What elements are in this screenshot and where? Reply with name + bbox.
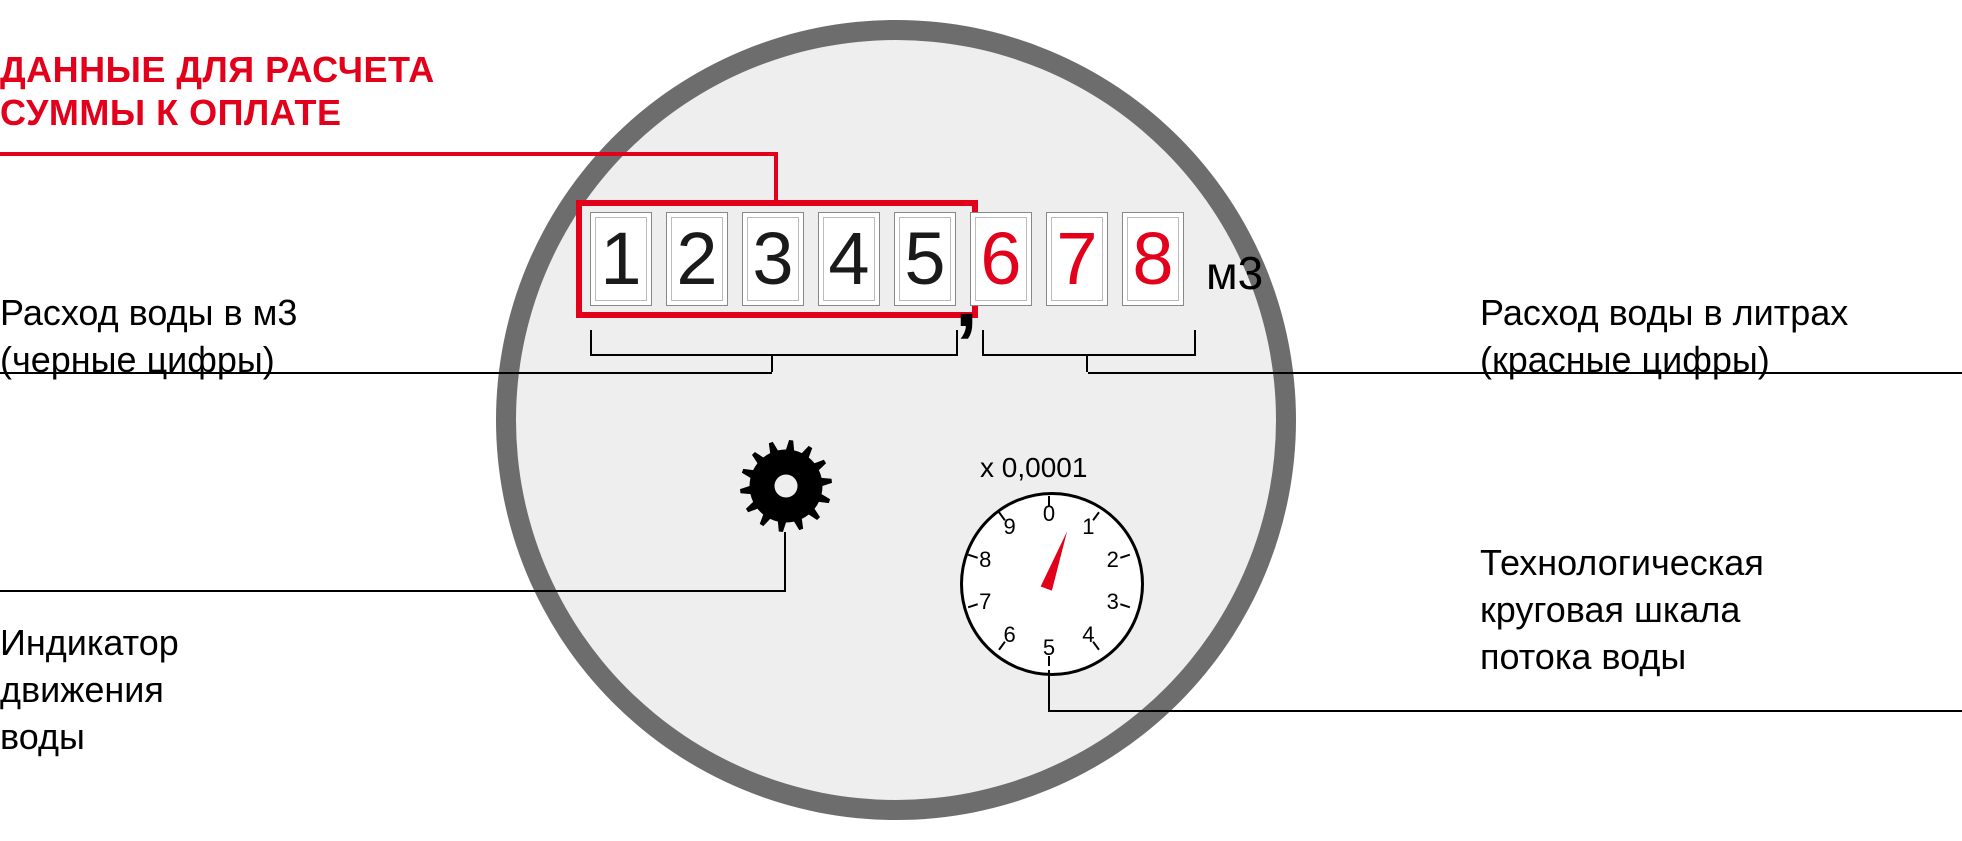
mini-dial-hand-svg xyxy=(960,492,1138,670)
callout-title-line2: СУММЫ К ОПЛАТЕ xyxy=(0,91,435,134)
decimal-comma: , xyxy=(955,252,978,346)
flow-scale-dial: 0123456789 xyxy=(960,492,1138,670)
flow-indicator-gear-icon xyxy=(738,438,834,534)
digit-black-2: 2 xyxy=(666,212,728,306)
digit-black-1: 1 xyxy=(590,212,652,306)
bracket-red-digits xyxy=(982,330,1196,356)
callout-title: ДАННЫЕ ДЛЯ РАСЧЕТА СУММЫ К ОПЛАТЕ xyxy=(0,48,435,134)
meter-digits: 1 2 3 4 5 6 7 8 xyxy=(590,212,1184,306)
label-right-litres: Расход воды в литрах (красные цифры) xyxy=(1480,290,1848,384)
leader-left-indicator xyxy=(0,590,786,592)
digit-black-5: 5 xyxy=(894,212,956,306)
digit-red-2: 7 xyxy=(1046,212,1108,306)
label-left-m3-line2: (черные цифры) xyxy=(0,337,297,384)
leader-mini-stem xyxy=(1048,670,1050,710)
label-right-litres-line2: (красные цифры) xyxy=(1480,337,1848,384)
label-left-m3: Расход воды в м3 (черные цифры) xyxy=(0,290,297,384)
label-left-indicator: Индикатор движения воды xyxy=(0,620,179,760)
label-left-indicator-line1: Индикатор xyxy=(0,620,179,667)
label-left-m3-line1: Расход воды в м3 xyxy=(0,290,297,337)
leader-line-red-v xyxy=(774,152,778,202)
leader-gear-stem xyxy=(784,532,786,590)
digit-red-1: 6 xyxy=(970,212,1032,306)
digit-black-3: 3 xyxy=(742,212,804,306)
label-right-scale: Технологическая круговая шкала потока во… xyxy=(1480,540,1764,680)
digit-black-4: 4 xyxy=(818,212,880,306)
diagram-stage: ДАННЫЕ ДЛЯ РАСЧЕТА СУММЫ К ОПЛАТЕ 1 2 3 … xyxy=(0,0,1962,841)
leader-right-scale xyxy=(1048,710,1962,712)
gear-svg xyxy=(738,438,834,534)
label-right-litres-line1: Расход воды в литрах xyxy=(1480,290,1848,337)
leader-line-red-h xyxy=(0,152,778,156)
label-left-indicator-line2: движения xyxy=(0,667,179,714)
bracket-black-digits xyxy=(590,330,958,356)
label-right-scale-line1: Технологическая xyxy=(1480,540,1764,587)
bracket-red-stem xyxy=(1086,354,1088,372)
bracket-black-stem xyxy=(771,354,773,372)
unit-m3: м3 xyxy=(1206,246,1263,300)
callout-title-line1: ДАННЫЕ ДЛЯ РАСЧЕТА xyxy=(0,48,435,91)
label-right-scale-line2: круговая шкала xyxy=(1480,587,1764,634)
label-left-indicator-line3: воды xyxy=(0,714,179,761)
label-right-scale-line3: потока воды xyxy=(1480,634,1764,681)
digit-red-3: 8 xyxy=(1122,212,1184,306)
mini-dial-multiplier: x 0,0001 xyxy=(980,452,1087,484)
